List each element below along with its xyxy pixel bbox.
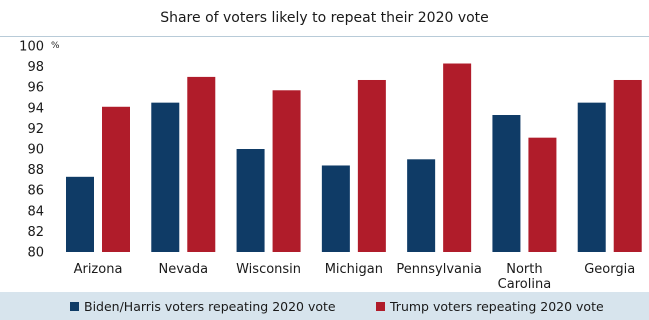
legend-swatch-biden-harris: [70, 302, 79, 311]
bar-trump: [357, 79, 386, 253]
legend-item-biden-harris: Biden/Harris voters repeating 2020 vote: [70, 299, 336, 314]
y-tick-label: 90: [27, 143, 44, 158]
bar-chart: 80 82 84 86 88 90 92 94 96 98 100 % Arizona Nevada Wis…: [19, 40, 642, 292]
legend-label-trump: Trump voters repeating 2020 vote: [390, 299, 604, 314]
y-tick-label: 96: [27, 81, 44, 96]
bar-biden-harris: [321, 165, 350, 252]
bar-trump: [102, 106, 130, 253]
bar-biden-harris: [236, 149, 265, 252]
x-tick-label: Michigan: [325, 262, 383, 277]
y-tick-label: 86: [27, 184, 44, 199]
y-tick-label: 94: [27, 101, 44, 116]
x-tick-label: Nevada: [158, 262, 208, 277]
bar-biden-harris: [577, 102, 606, 253]
y-tick-label: 98: [27, 60, 44, 75]
bar-trump: [613, 79, 642, 253]
bar-biden-harris: [407, 159, 436, 252]
x-tick-label: Arizona: [74, 262, 123, 277]
bar-biden-harris: [66, 176, 94, 252]
legend-label-biden-harris: Biden/Harris voters repeating 2020 vote: [84, 299, 336, 314]
x-tick-label: Georgia: [584, 262, 635, 277]
legend: Biden/Harris voters repeating 2020 vote …: [0, 292, 649, 320]
x-tick-label: Wisconsin: [236, 262, 301, 277]
legend-swatch-trump: [376, 302, 385, 311]
y-tick-label: 84: [27, 204, 44, 219]
bar-biden-harris: [492, 115, 521, 252]
chart-title: Share of voters likely to repeat their 2…: [160, 10, 489, 26]
title-divider: [0, 36, 649, 37]
y-unit-label: %: [51, 41, 60, 51]
bar-trump: [187, 76, 216, 253]
x-tick-label: North: [506, 262, 542, 277]
bar-trump: [528, 137, 557, 252]
y-tick-label: 80: [27, 246, 44, 261]
y-tick-label: 100: [19, 40, 44, 55]
bar-trump: [443, 63, 472, 253]
y-tick-label: 82: [27, 225, 44, 240]
y-tick-label: 88: [27, 163, 44, 178]
chart-area: Share of voters likely to repeat their 2…: [0, 10, 649, 292]
bar-trump: [272, 90, 301, 252]
x-tick-label: Pennsylvania: [396, 262, 481, 277]
bar-biden-harris: [151, 102, 180, 253]
y-tick-label: 92: [27, 122, 44, 137]
legend-item-trump: Trump voters repeating 2020 vote: [376, 299, 604, 314]
x-tick-label: Carolina: [498, 277, 552, 292]
